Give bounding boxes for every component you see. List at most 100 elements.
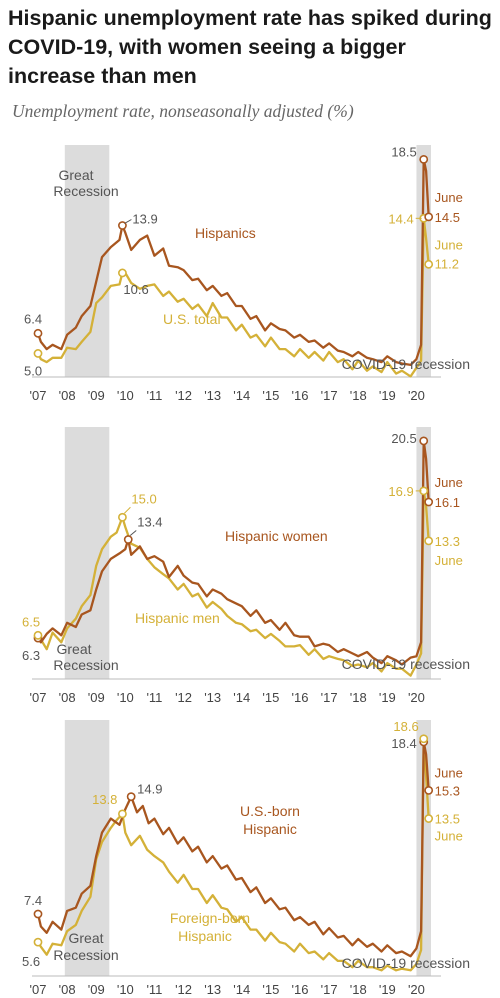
series-label-hispanic-women: Hispanic women	[225, 528, 328, 544]
series-peak-marker	[118, 512, 127, 522]
x-tick-label: '09	[88, 690, 105, 705]
covid-peak-marker	[419, 436, 429, 446]
chart-subtitle: Unemployment rate, nonseasonally adjuste…	[12, 101, 354, 121]
series-label-hispanics: Hispanics	[195, 225, 256, 241]
x-tick-label: '10	[117, 388, 134, 403]
x-tick-label: '20	[408, 982, 425, 997]
us-total-covid-peak-label: 14.4	[388, 211, 413, 226]
x-tick-label: '09	[88, 388, 105, 403]
covid-peak-marker	[419, 154, 429, 164]
x-tick-label: '07	[30, 690, 47, 705]
x-tick-label: '16	[292, 690, 309, 705]
x-tick-label: '09	[88, 982, 105, 997]
x-tick-label: '13	[204, 690, 221, 705]
x-tick-label: '18	[350, 388, 367, 403]
x-tick-label: '18	[350, 690, 367, 705]
usborn-covid-peak-label: 18.4	[391, 736, 416, 751]
series-start-marker	[33, 349, 43, 358]
x-tick-label: '13	[204, 388, 221, 403]
series-label-foreign-1: Foreign-born	[170, 910, 250, 926]
hispanics-covid-peak-label: 18.5	[391, 144, 416, 159]
series-start-marker	[33, 937, 43, 947]
x-tick-label: '16	[292, 982, 309, 997]
hispanics-june-label: 14.5	[435, 210, 460, 225]
x-tick-label: '17	[321, 690, 338, 705]
june-label-light: June	[435, 237, 463, 252]
x-tick-label: '13	[204, 982, 221, 997]
x-tick-label: '10	[117, 690, 134, 705]
june-label-dark: June	[435, 765, 463, 780]
june-marker	[424, 259, 434, 269]
x-tick-label: '14	[233, 388, 250, 403]
x-tick-label: '08	[59, 982, 76, 997]
men-covid-peak-label: 16.9	[388, 484, 413, 499]
series-peak-marker	[118, 268, 127, 278]
women-covid-peak-label: 20.5	[391, 431, 416, 446]
leader-line	[124, 219, 132, 224]
usborn-june-label: 15.3	[435, 783, 460, 798]
foreign-peak-label: 13.8	[92, 792, 117, 807]
june-marker	[424, 814, 434, 823]
series-peak-marker	[118, 221, 127, 230]
series-label-hispanic-men: Hispanic men	[135, 610, 220, 626]
great-recession-label-2: Recession	[53, 947, 118, 963]
x-tick-label: '17	[321, 388, 338, 403]
men-start-label: 6.5	[22, 614, 40, 629]
x-tick-label: '14	[233, 690, 250, 705]
series-line	[36, 740, 430, 958]
women-start-label: 6.3	[22, 648, 40, 663]
june-label-light: June	[435, 553, 463, 568]
x-tick-label: '15	[262, 982, 279, 997]
series-line	[37, 439, 430, 666]
usborn-start-label: 7.4	[24, 893, 42, 908]
series-label-usborn-2: Hispanic	[243, 821, 297, 837]
series-line	[36, 217, 430, 378]
x-tick-label: '20	[408, 690, 425, 705]
great-recession-label-1: Great	[68, 930, 103, 946]
x-tick-label: '11	[146, 388, 162, 403]
x-tick-label: '12	[175, 690, 192, 705]
x-tick-label: '08	[59, 388, 76, 403]
men-peak-label: 15.0	[131, 491, 156, 506]
x-tick-label: '07	[30, 388, 47, 403]
series-label-usborn-1: U.S.-born	[240, 803, 300, 819]
june-marker	[424, 536, 434, 546]
june-label-light: June	[435, 829, 463, 844]
x-tick-label: '11	[146, 982, 162, 997]
great-recession-label-2: Recession	[53, 657, 118, 673]
covid-recession-label: COVID-19 recession	[342, 955, 470, 971]
x-tick-label: '16	[292, 388, 309, 403]
series-peak-marker	[118, 809, 127, 819]
june-label-dark: June	[435, 475, 463, 490]
x-tick-label: '19	[379, 690, 396, 705]
x-tick-label: '08	[59, 690, 76, 705]
covid-recession-label: COVID-19 recession	[342, 656, 470, 672]
series-label-foreign-2: Hispanic	[178, 928, 232, 944]
june-label-dark: June	[435, 190, 463, 205]
great-recession-label-1: Great	[56, 641, 91, 657]
june-marker	[424, 212, 434, 222]
x-tick-label: '18	[350, 982, 367, 997]
x-tick-label: '10	[117, 982, 134, 997]
x-tick-label: '20	[408, 388, 425, 403]
series-start-marker	[33, 909, 43, 919]
usborn-peak-label: 14.9	[137, 782, 162, 797]
hispanics-start-label: 6.4	[24, 311, 42, 326]
foreign-covid-peak-label: 18.6	[393, 719, 418, 734]
x-tick-label: '14	[233, 982, 250, 997]
women-june-label: 16.1	[435, 495, 460, 510]
series-peak-marker	[123, 535, 133, 544]
chart-title: Hispanic unemployment rate has spiked du…	[8, 6, 492, 88]
us-total-peak-label: 10.6	[123, 282, 148, 297]
leader-line	[129, 530, 137, 536]
x-tick-label: '15	[262, 388, 279, 403]
x-tick-label: '15	[262, 690, 279, 705]
series-label-us-total: U.S. total	[163, 311, 221, 327]
us-total-june-label: 11.2	[435, 256, 459, 271]
covid-recession-label: COVID-19 recession	[342, 356, 470, 372]
x-tick-label: '19	[379, 388, 396, 403]
series-line	[36, 158, 430, 367]
great-recession-label-1: Great	[58, 167, 93, 183]
x-tick-label: '07	[30, 982, 47, 997]
great-recession-band	[64, 427, 110, 679]
